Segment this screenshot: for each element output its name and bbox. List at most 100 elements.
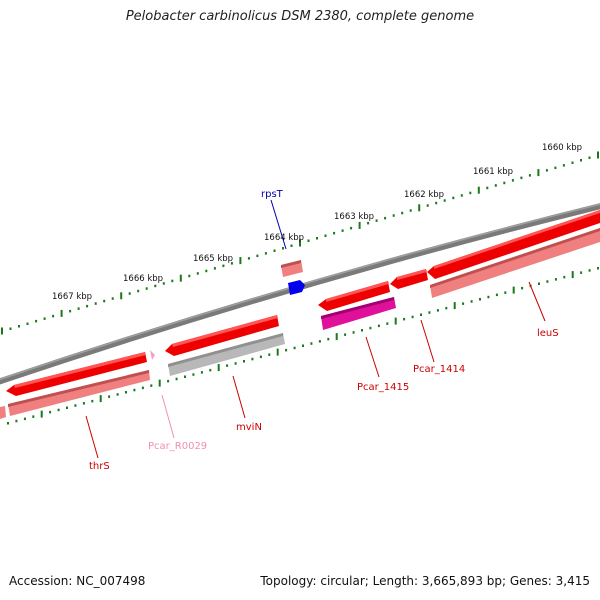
major-tick (276, 348, 279, 356)
minor-tick (264, 252, 267, 255)
minor-tick (460, 194, 463, 197)
minor-tick (57, 408, 60, 412)
minor-tick (192, 373, 195, 376)
minor-tick (23, 417, 26, 421)
minor-tick (268, 353, 271, 356)
minor-tick (293, 346, 296, 350)
major-tick (537, 169, 540, 177)
minor-tick (43, 317, 46, 320)
minor-tick (251, 357, 254, 361)
major-tick (299, 239, 301, 247)
major-tick (179, 274, 182, 282)
feature-mvin-inner[interactable] (168, 333, 285, 376)
minor-tick (403, 317, 406, 321)
leader-pcar1415 (365, 336, 380, 378)
minor-tick (226, 364, 229, 367)
scale-label-1664: 1664 kbp (264, 233, 304, 243)
minor-tick (562, 164, 565, 167)
scale-label-1667: 1667 kbp (52, 292, 92, 302)
minor-tick (538, 282, 540, 285)
major-tick (239, 257, 242, 265)
rna-pcar-r0029-marker[interactable] (150, 350, 155, 360)
scale-label-1661: 1661 kbp (473, 167, 513, 177)
scale-label-1666: 1666 kbp (123, 274, 163, 284)
minor-tick (420, 313, 422, 316)
minor-tick (86, 304, 89, 308)
minor-tick (486, 186, 489, 190)
minor-tick (428, 311, 431, 314)
gene-label-pcar1415[interactable]: Pcar_1415 (357, 382, 409, 393)
scale-label-1660: 1660 kbp (542, 143, 582, 153)
minor-tick (82, 402, 85, 405)
minor-tick (205, 269, 208, 273)
minor-tick (26, 322, 29, 325)
gene-label-rpst[interactable]: rpsT (261, 189, 284, 200)
major-tick (477, 186, 480, 194)
minor-tick (554, 278, 557, 281)
minor-tick (128, 292, 131, 295)
minor-tick (333, 231, 336, 235)
major-tick (512, 286, 515, 294)
minor-tick (35, 319, 38, 323)
minor-tick (409, 209, 412, 212)
minor-tick (243, 360, 245, 363)
minor-tick (103, 299, 106, 303)
gene-label-pcar1414[interactable]: Pcar_1414 (413, 364, 465, 375)
major-tick (571, 271, 574, 279)
minor-tick (384, 216, 387, 220)
minor-tick (580, 271, 583, 274)
minor-tick (310, 342, 313, 345)
gene-label-mvin[interactable]: mviN (236, 422, 262, 433)
gene-thrs-highlight (14, 352, 146, 388)
feature-thrs-inner[interactable] (8, 370, 150, 416)
minor-tick (462, 302, 465, 305)
minor-tick (445, 306, 448, 310)
minor-tick (597, 267, 599, 270)
minor-tick (563, 275, 566, 279)
gene-mvin-highlight (172, 315, 278, 347)
feature-rpst-pink-top (281, 260, 301, 268)
scale-labels: 1660 kbp 1661 kbp 1662 kbp 1663 kbp 1664… (52, 143, 582, 302)
minor-tick (137, 289, 140, 293)
gene-pcar1415-highlight (326, 281, 389, 302)
inner-scale-ticks (7, 267, 599, 425)
major-tick (335, 333, 338, 341)
gene-rpst-body[interactable] (288, 280, 305, 295)
gene-label-leus[interactable]: leuS (537, 328, 559, 339)
minor-tick (350, 226, 353, 230)
minor-tick (256, 254, 259, 258)
minor-tick (546, 280, 549, 283)
minor-tick (74, 404, 77, 407)
feature-leus-inner-top (430, 228, 600, 288)
scale-label-1662: 1662 kbp (404, 190, 444, 200)
leader-mvin (232, 375, 246, 419)
minor-tick (282, 247, 284, 250)
minor-tick (469, 191, 472, 195)
leader-pcar-r0029 (161, 394, 175, 439)
leader-pcar1414 (420, 319, 435, 363)
gene-label-pcar-r0029[interactable]: Pcar_R0029 (148, 441, 207, 452)
scale-label-1665: 1665 kbp (193, 254, 233, 264)
inner-strand-features (0, 228, 600, 419)
minor-tick (571, 161, 574, 164)
minor-tick (52, 314, 55, 318)
minor-tick (167, 379, 170, 383)
major-tick (597, 151, 599, 159)
minor-tick (495, 293, 498, 297)
minor-tick (361, 329, 363, 332)
accession-text: Accession: NC_007498 (9, 574, 146, 588)
leader-rpst (270, 199, 287, 250)
major-tick (120, 292, 123, 300)
feature-left-edge (0, 406, 6, 419)
major-tick (418, 204, 421, 212)
gene-label-thrs[interactable]: thrS (89, 461, 110, 472)
minor-tick (588, 156, 591, 159)
feature-pcar1415-inner[interactable] (321, 297, 396, 330)
minor-tick (302, 344, 304, 347)
feature-leus-inner[interactable] (430, 228, 600, 298)
minor-tick (443, 199, 446, 202)
minor-tick (154, 284, 157, 288)
minor-tick (401, 211, 404, 215)
minor-tick (9, 327, 12, 330)
minor-tick (66, 406, 68, 409)
